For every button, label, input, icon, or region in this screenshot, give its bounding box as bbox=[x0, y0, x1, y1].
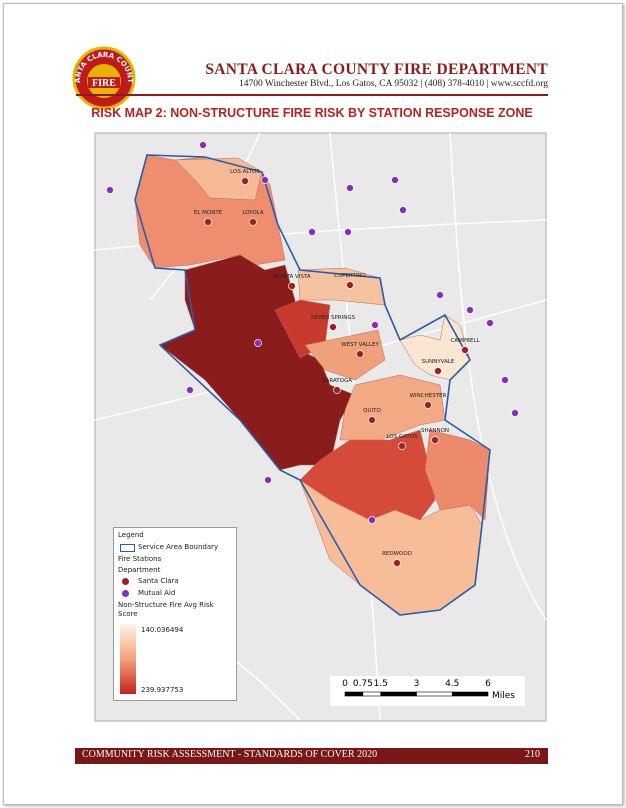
legend-boundary: Service Area Boundary bbox=[138, 543, 219, 551]
scale-unit: Miles bbox=[492, 691, 515, 701]
legend: Legend Service Area Boundary Fire Statio… bbox=[113, 527, 237, 701]
zone bbox=[174, 157, 263, 201]
station-label: SUNNYVALE bbox=[422, 359, 455, 365]
mutual-aid-station bbox=[466, 306, 474, 314]
page-title: RISK MAP 2: NON-STRUCTURE FIRE RISK BY S… bbox=[91, 106, 533, 120]
mutual-aid-swatch bbox=[122, 590, 129, 597]
mutual-aid-station bbox=[106, 186, 114, 194]
station-label: SHANNON bbox=[421, 428, 449, 434]
logo-word: FIRE bbox=[92, 78, 116, 89]
station-label: LOS GATOS bbox=[386, 434, 418, 440]
footer-text: COMMUNITY RISK ASSESSMENT - STANDARDS OF… bbox=[82, 749, 378, 760]
scale-label: 1.5 bbox=[374, 679, 388, 689]
mutual-aid-station bbox=[371, 321, 379, 329]
zone bbox=[339, 374, 446, 441]
station-label: SARATOGA bbox=[322, 378, 352, 384]
santa-clara-station bbox=[368, 416, 376, 424]
legend-santa-clara: Santa Clara bbox=[138, 577, 179, 585]
station-label: REDWOOD bbox=[382, 551, 412, 557]
santa-clara-station bbox=[288, 282, 296, 290]
mutual-aid-station bbox=[511, 409, 519, 417]
station-label: CUPERTINO bbox=[334, 273, 366, 279]
mutual-aid-station bbox=[261, 176, 269, 184]
station-label: WINCHESTER bbox=[410, 393, 447, 399]
road bbox=[449, 132, 547, 621]
scale-segment bbox=[344, 691, 364, 697]
station-label: SEVEN SPRINGS bbox=[311, 315, 356, 321]
station-label: LOS ALTOS bbox=[230, 169, 260, 175]
santa-clara-station bbox=[333, 386, 341, 394]
santa-clara-station bbox=[329, 323, 337, 331]
santa-clara-station bbox=[424, 401, 432, 409]
santa-clara-station bbox=[241, 177, 249, 185]
mutual-aid-station bbox=[399, 206, 407, 214]
mutual-aid-station bbox=[264, 476, 272, 484]
legend-department: Department bbox=[118, 566, 161, 574]
santa-clara-swatch bbox=[122, 578, 129, 585]
scale-label: 3 bbox=[414, 679, 420, 689]
logo-banner bbox=[88, 77, 120, 88]
santa-clara-station bbox=[461, 346, 469, 354]
score-gradient bbox=[120, 624, 136, 694]
scale-box bbox=[330, 676, 525, 706]
santa-clara-station bbox=[346, 281, 354, 289]
department: SANTA CLARA COUNTY FIRE DEPARTMENT bbox=[205, 61, 548, 78]
station-label: EL MONTE bbox=[194, 210, 223, 216]
scale-label: 4.5 bbox=[445, 679, 459, 689]
santa-clara-station bbox=[204, 218, 212, 226]
legend-score-title: Non-Structure Fire Avg Risk Score bbox=[118, 601, 214, 618]
santa-clara-station bbox=[356, 350, 364, 358]
scale-label: 0.75 bbox=[353, 679, 373, 689]
legend-stations: Fire Stations bbox=[118, 555, 162, 563]
mutual-aid-station bbox=[486, 319, 494, 327]
station-label: CAMPBELL bbox=[450, 338, 480, 344]
mutual-aid-station bbox=[501, 376, 509, 384]
mutual-aid-stations bbox=[106, 141, 519, 524]
service-area-boundary bbox=[134, 154, 491, 616]
station-label: MONTA VISTA bbox=[273, 274, 310, 280]
scale-segment bbox=[451, 691, 489, 697]
boundary-swatch bbox=[120, 544, 135, 552]
stations: LOS ALTOS EL MONTE LOYOLA MONTA VISTA CUPERT… bbox=[194, 169, 480, 567]
header-rule bbox=[76, 94, 548, 96]
mutual-aid-station bbox=[186, 386, 194, 394]
mutual-aid-station bbox=[344, 228, 352, 236]
scale-segment bbox=[380, 691, 417, 697]
legend-title: Legend bbox=[118, 531, 144, 539]
scale-segment bbox=[416, 691, 453, 697]
footer-bar bbox=[75, 748, 548, 764]
mutual-aid-station bbox=[199, 141, 207, 149]
mutual-aid-station bbox=[368, 516, 376, 524]
legend-score-min: 140.036494 bbox=[141, 626, 184, 634]
santa-clara-station bbox=[434, 367, 442, 375]
zone bbox=[424, 429, 491, 521]
address: 14700 Winchester Blvd., Los Gatos, CA 95… bbox=[238, 79, 548, 89]
page-number: 210 bbox=[525, 749, 540, 760]
station-label: QUITO bbox=[363, 408, 381, 414]
station-label: LOYOLA bbox=[242, 210, 263, 216]
scale-label: 6 bbox=[485, 679, 491, 689]
zone bbox=[399, 314, 471, 381]
mutual-aid-station bbox=[346, 184, 354, 192]
santa-clara-station bbox=[249, 218, 257, 226]
santa-clara-station bbox=[393, 559, 401, 567]
mutual-aid-station bbox=[308, 228, 316, 236]
station-label: WEST VALLEY bbox=[341, 342, 379, 348]
santa-clara-station bbox=[398, 442, 406, 450]
zone bbox=[304, 329, 386, 381]
mutual-aid-station bbox=[254, 339, 262, 347]
legend-mutual-aid: Mutual Aid bbox=[138, 589, 176, 597]
scale-label: 0 bbox=[342, 679, 348, 689]
logo: SANTA CLARA COUNTY FIRE bbox=[70, 45, 136, 110]
mutual-aid-station bbox=[391, 176, 399, 184]
santa-clara-station bbox=[431, 436, 439, 444]
page-frame bbox=[3, 3, 623, 805]
mutual-aid-station bbox=[436, 291, 444, 299]
legend-score-max: 239.937753 bbox=[141, 686, 184, 694]
scale-segment bbox=[362, 691, 382, 697]
